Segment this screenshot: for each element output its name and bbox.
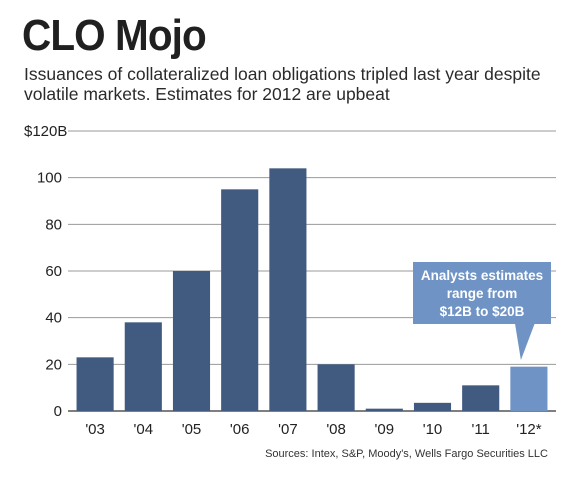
y-tick-label: $120B xyxy=(24,123,67,140)
y-tick-label: 80 xyxy=(45,216,62,233)
estimate-callout: Analysts estimates range from $12B to $20B xyxy=(413,262,551,360)
y-tick-label: 40 xyxy=(45,310,62,327)
bar-07 xyxy=(269,168,307,411)
callout-text-line: $12B to $20B xyxy=(440,304,525,319)
x-axis-ticks: '03 '04 '05 '06 '07 '08 '09 '10 '11 '12* xyxy=(85,421,541,438)
x-tick-label: '04 xyxy=(134,421,154,438)
chart-subtitle: Issuances of collateralized loan obligat… xyxy=(24,64,541,104)
y-tick-label: 20 xyxy=(45,356,62,373)
y-tick-label: 100 xyxy=(37,170,62,187)
bar-10 xyxy=(413,402,452,411)
chart-title: CLO Mojo xyxy=(22,11,207,60)
bar-08 xyxy=(317,364,355,411)
x-tick-label: '11 xyxy=(471,421,489,438)
callout-text-line: Analysts estimates xyxy=(421,268,543,283)
y-tick-label: 60 xyxy=(45,263,62,280)
bar-09 xyxy=(365,408,403,411)
x-tick-label: '07 xyxy=(278,421,298,438)
callout-text-line: range from xyxy=(447,286,518,301)
bars xyxy=(76,168,548,411)
x-tick-label: '03 xyxy=(85,421,105,438)
x-tick-label: '10 xyxy=(423,421,443,438)
bar-06 xyxy=(221,189,259,411)
bar-05 xyxy=(172,271,211,411)
y-axis-ticks: 0 20 40 60 80 100 $120B xyxy=(24,123,67,420)
y-tick-label: 0 xyxy=(54,403,62,420)
bar-03 xyxy=(76,357,114,411)
x-tick-label: '05 xyxy=(182,421,202,438)
bar-12 xyxy=(510,366,548,411)
x-tick-label: '08 xyxy=(326,421,346,438)
callout-pointer xyxy=(514,323,535,360)
callout-box xyxy=(413,262,551,324)
x-tick-label: '06 xyxy=(230,421,250,438)
source-note: Sources: Intex, S&P, Moody's, Wells Farg… xyxy=(265,448,548,460)
x-tick-label: '12* xyxy=(516,421,542,438)
x-tick-label: '09 xyxy=(375,421,395,438)
bar-11 xyxy=(462,385,500,411)
bar-04 xyxy=(124,322,162,411)
